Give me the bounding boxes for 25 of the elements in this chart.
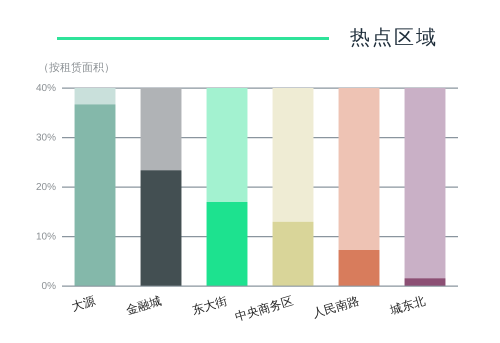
x-tick-label: 金融城 <box>124 294 163 318</box>
bar <box>206 202 248 286</box>
x-tick-label: 人民南路 <box>310 294 361 321</box>
bar <box>74 104 116 286</box>
bar <box>206 88 248 202</box>
y-tick-label: 10% <box>36 231 56 242</box>
y-tick-label: 30% <box>36 132 56 144</box>
x-tick-label: 中央商务区 <box>233 294 295 324</box>
bar <box>272 88 314 222</box>
y-tick-label: 40% <box>36 82 56 94</box>
x-tick-label: 东大街 <box>190 294 229 318</box>
bar <box>404 88 446 278</box>
bar <box>338 250 380 286</box>
y-tick-label: 20% <box>36 182 56 193</box>
chart-title: 热点区域 <box>350 24 438 51</box>
bar <box>272 222 314 286</box>
bar <box>404 278 446 286</box>
bar <box>140 88 182 170</box>
y-tick-label: 0% <box>42 280 56 292</box>
x-tick-label: 城东北 <box>387 294 427 318</box>
x-tick-label: 大源 <box>70 294 97 314</box>
bar <box>140 170 182 286</box>
bar <box>338 88 380 250</box>
bar <box>74 88 116 104</box>
chart-subtitle: （按租赁面积） <box>38 60 115 75</box>
